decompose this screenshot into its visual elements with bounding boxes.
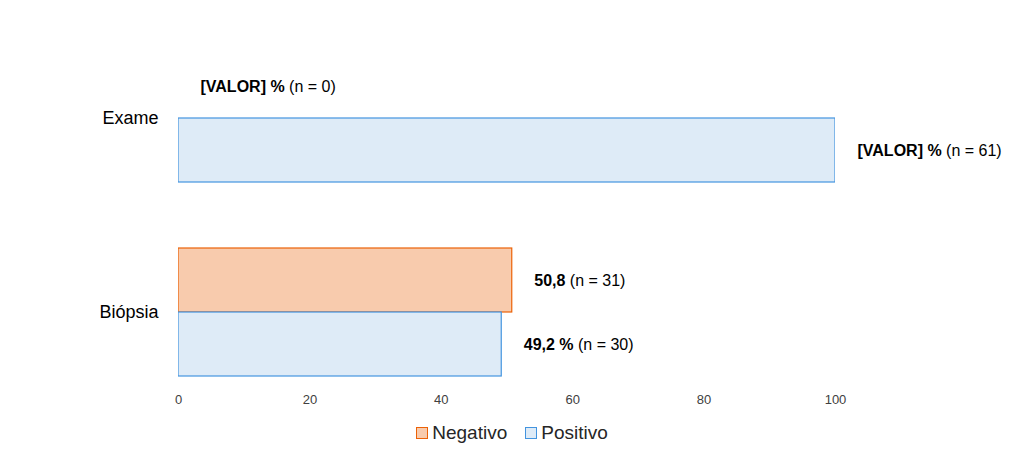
html-text:Negativo: Negativo [432,422,508,443]
svg-text:0: 0 [175,392,182,407]
svg-text:[VALOR] % (n = 0): [VALOR] % (n = 0) [201,78,336,95]
svg-text:40: 40 [434,392,448,407]
svg-text:20: 20 [303,392,317,407]
svg-text:80: 80 [697,392,711,407]
svg-text:50,8 (n = 31): 50,8 (n = 31) [534,272,625,289]
html-text:Positivo: Positivo [541,422,608,443]
svg-text:Exame: Exame [102,108,158,128]
svg-text:[VALOR] % (n = 61): [VALOR] % (n = 61) [858,142,1002,159]
svg-text:60: 60 [565,392,579,407]
svg-text:100: 100 [825,392,847,407]
svg-text:Biópsia: Biópsia [99,302,159,322]
svg-text:49,2 % (n = 30): 49,2 % (n = 30) [524,336,634,353]
